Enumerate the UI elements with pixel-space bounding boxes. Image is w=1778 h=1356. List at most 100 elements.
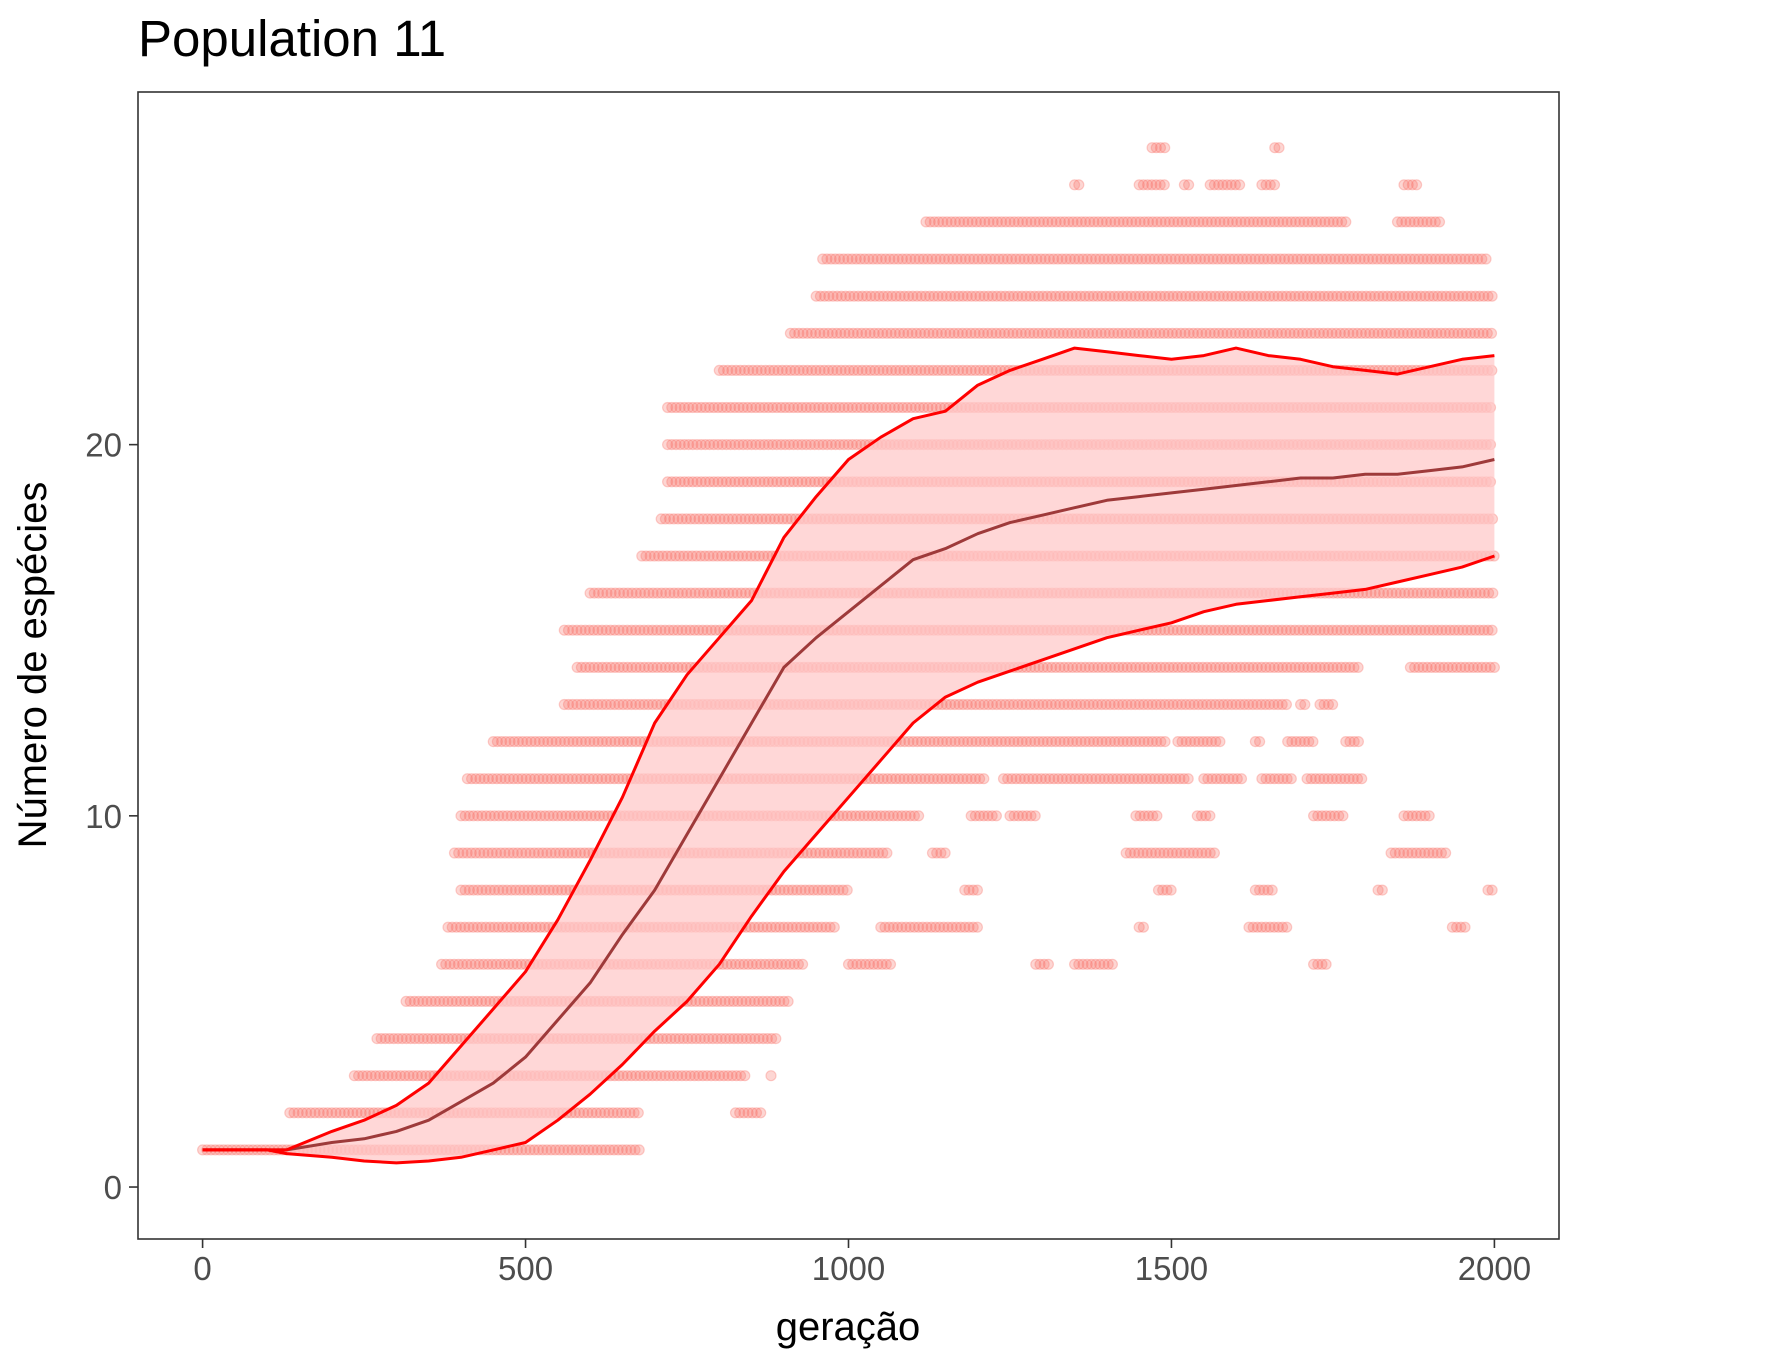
scatter-point — [774, 995, 786, 1008]
scatter-point — [630, 1070, 642, 1082]
scatter-point — [1337, 810, 1349, 822]
scatter-point — [482, 847, 494, 859]
scatter-point — [765, 995, 777, 1008]
scatter-point — [967, 884, 979, 896]
scatter-point — [820, 884, 832, 896]
scatter-point — [967, 921, 979, 933]
scatter-point — [1102, 958, 1114, 970]
scatter-point — [891, 921, 904, 933]
scatter-point — [480, 921, 492, 933]
scatter-point — [440, 958, 452, 970]
x-axis-title: geração — [776, 1305, 921, 1349]
scatter-point — [476, 995, 488, 1008]
scatter-point — [309, 1107, 321, 1119]
scatter-point — [534, 921, 547, 933]
scatter-point — [378, 1070, 390, 1082]
x-tick-label: 0 — [193, 1250, 211, 1287]
scatter-point — [749, 1032, 761, 1045]
scatter-point — [703, 1032, 715, 1045]
scatter-point — [351, 1107, 363, 1119]
scatter-point — [807, 884, 820, 896]
scatter-point — [842, 958, 855, 970]
scatter-point — [925, 921, 937, 933]
scatter-point — [632, 1107, 644, 1119]
chart-title: Population 11 — [138, 10, 446, 67]
scatter-point — [738, 958, 750, 970]
scatter-point — [608, 1144, 620, 1156]
scatter-point — [583, 1144, 595, 1156]
scatter-point — [1486, 290, 1498, 302]
scatter-point — [1029, 810, 1041, 822]
scatter-point — [863, 958, 876, 970]
scatter-point — [729, 1107, 742, 1119]
scatter-point — [359, 1107, 371, 1119]
scatter-point — [841, 884, 853, 896]
scatter-point — [425, 995, 437, 1008]
scatter-point — [442, 1032, 454, 1045]
scatter-point — [1482, 884, 1494, 896]
scatter-point — [558, 1144, 570, 1156]
scatter-point — [719, 995, 731, 1008]
scatter-point — [656, 1032, 669, 1045]
scatter-point — [473, 958, 485, 970]
scatter-point — [697, 1070, 709, 1082]
scatter-point — [761, 921, 773, 933]
scatter-point — [532, 1144, 545, 1156]
scatter-point — [409, 1032, 421, 1045]
scatter-point — [876, 958, 888, 970]
scatter-point — [459, 995, 471, 1008]
scatter-point — [621, 1070, 633, 1082]
scatter-point — [736, 1032, 748, 1045]
scatter-point — [655, 1070, 667, 1082]
scatter-point — [612, 1144, 624, 1156]
scatter-point — [824, 884, 837, 896]
scatter-point — [371, 1032, 383, 1045]
scatter-point — [541, 1144, 553, 1156]
scatter-point — [771, 958, 784, 970]
scatter-point — [434, 995, 446, 1008]
scatter-point — [509, 884, 522, 896]
scatter-point — [1235, 773, 1248, 785]
scatter-point — [379, 1032, 391, 1045]
scatter-point — [880, 958, 892, 970]
scatter-point — [501, 921, 513, 933]
scatter-point — [736, 995, 748, 1008]
scatter-point — [1089, 958, 1102, 970]
scatter-point — [1255, 921, 1268, 933]
scatter-point — [530, 884, 543, 896]
scatter-point — [755, 1107, 767, 1119]
scatter-point — [436, 958, 448, 970]
scatter-point — [1376, 884, 1388, 896]
scatter-point — [448, 847, 461, 859]
scatter-point — [392, 1032, 404, 1045]
scatter-point — [1133, 921, 1145, 933]
scatter-point — [488, 884, 501, 896]
scatter-point — [718, 1070, 730, 1082]
scatter-point — [734, 1107, 746, 1119]
scatter-point — [1268, 179, 1281, 191]
scatter-point — [461, 958, 473, 970]
scatter-point — [480, 995, 492, 1008]
scatter-point — [799, 884, 811, 896]
scatter-point — [786, 884, 799, 896]
scatter-point — [452, 958, 464, 970]
scatter-point — [811, 921, 824, 933]
scatter-point — [416, 1070, 428, 1082]
scatter-point — [522, 884, 534, 896]
scatter-point — [472, 884, 484, 896]
scatter-point — [594, 1107, 607, 1119]
scatter-point — [775, 958, 788, 970]
scatter-point — [562, 1144, 574, 1156]
scatter-point — [709, 1070, 722, 1082]
scatter-point — [524, 1144, 536, 1156]
scatter-point — [837, 884, 849, 896]
scatter-point — [1423, 810, 1435, 822]
scatter-point — [1260, 921, 1272, 933]
scatter-point — [740, 995, 752, 1008]
scatter-point — [742, 1107, 754, 1119]
scatter-point — [1214, 735, 1226, 748]
scatter-point — [400, 995, 412, 1008]
scatter-point — [582, 1107, 594, 1119]
scatter-point — [390, 1070, 402, 1082]
